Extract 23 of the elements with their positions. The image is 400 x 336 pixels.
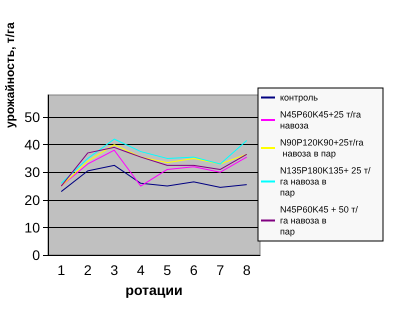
- x-tick-label: 3: [110, 262, 118, 278]
- x-tick-label: 8: [242, 262, 251, 278]
- line-series: [60, 164, 248, 192]
- y-tick-label: 40: [24, 136, 40, 153]
- y-tick-label: 50: [24, 109, 40, 126]
- legend-label: N135P180K135+ 25 т/га навоза в пар: [280, 166, 371, 198]
- x-tick-label: 6: [190, 262, 198, 278]
- y-tick-label: 20: [24, 192, 40, 208]
- y-tick-label: 0: [32, 247, 40, 263]
- x-tick-label: 5: [163, 262, 172, 278]
- x-tick-label: 2: [84, 262, 92, 278]
- y-axis-title: урожайность, т/га: [3, 22, 17, 128]
- x-tick-label: 4: [136, 262, 145, 278]
- x-tick-label: 1: [57, 262, 66, 278]
- y-tick-label: 10: [24, 219, 40, 236]
- legend-label: контроль: [280, 92, 318, 102]
- legend-label: N45P60K45 + 50 т/га навоза в пар: [280, 204, 358, 236]
- line-series: [60, 138, 248, 184]
- legend-label: N45P60K45+25 т/га навоза: [280, 110, 364, 130]
- x-tick-label: 7: [216, 262, 224, 278]
- y-tick-label: 30: [24, 164, 40, 180]
- legend-label: N90P120K90+25т/га навоза в пар: [280, 138, 364, 158]
- x-axis-title: ротации: [125, 282, 183, 298]
